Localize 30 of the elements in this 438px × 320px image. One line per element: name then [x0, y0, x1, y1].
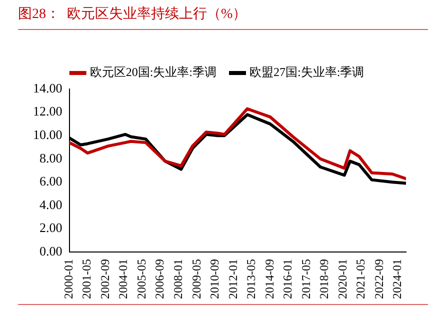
chart-title: 图28： 欧元区失业率持续上行（%）	[18, 5, 247, 23]
y-tick-label: 0.00	[40, 243, 62, 258]
x-tick-label: 2001-05	[80, 259, 94, 300]
x-tick-label: 2017-05	[298, 259, 313, 300]
x-tick-label: 2005-05	[134, 259, 148, 300]
x-tick-label: 2006-09	[152, 259, 167, 300]
y-tick-label: 10.00	[33, 126, 62, 142]
x-tick-label: 2016-01	[280, 259, 295, 300]
y-tick-label: 12.00	[33, 104, 62, 119]
y-tick-label: 2.00	[40, 220, 62, 236]
y-tick-label: 4.00	[40, 196, 62, 212]
x-tick-label: 2002-09	[98, 259, 112, 300]
x-tick-label: 2020-01	[335, 259, 350, 300]
x-tick-label: 2024-01	[390, 259, 404, 300]
x-tick-label: 2009-05	[189, 259, 204, 300]
y-tick-label: 14.00	[33, 80, 62, 96]
x-tick-label: 2008-01	[170, 259, 185, 300]
y-tick-label: 6.00	[40, 174, 62, 189]
x-tick-label: 2013-05	[244, 259, 258, 300]
x-tick-label: 2000-01	[61, 259, 76, 300]
x-tick-label: 2010-09	[208, 259, 222, 300]
x-tick-label: 2014-09	[262, 259, 276, 300]
x-tick-label: 2018-09	[317, 259, 332, 300]
y-tick-label: 8.00	[40, 150, 62, 166]
legend-label: 欧盟27国:失业率:季调	[250, 65, 364, 80]
legend-label: 欧元区20国:失业率:季调	[90, 65, 217, 80]
x-tick-label: 2022-09	[372, 259, 386, 300]
x-tick-label: 2012-01	[226, 259, 240, 300]
x-tick-label: 2021-05	[354, 259, 368, 300]
x-tick-label: 2004-01	[116, 259, 130, 300]
